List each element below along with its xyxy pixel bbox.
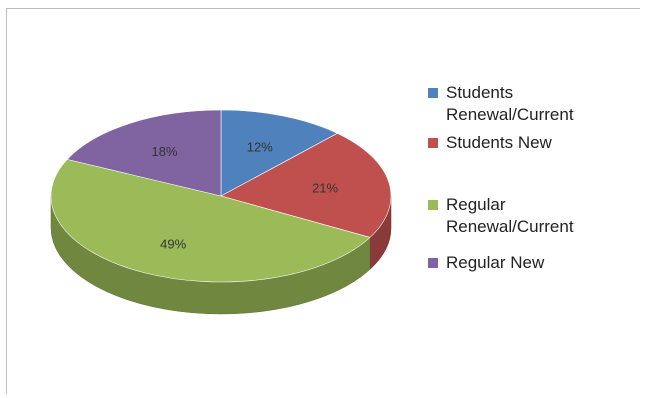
chart-frame: [6, 8, 640, 394]
legend-item-students-renewal: Students Renewal/Current: [428, 82, 642, 132]
pie-slice-3: [66, 109, 222, 197]
pie-slice-0: [220, 109, 339, 197]
legend-label-regular-new: Regular New: [446, 253, 545, 272]
legend-label-students-new: Students New: [446, 133, 552, 152]
legend-swatch-regular-renewal: [428, 200, 438, 210]
legend-item-regular-renewal: Regular Renewal/Current: [428, 194, 642, 252]
pie-label-2: 49%: [160, 237, 186, 252]
pie-slice-1: [220, 132, 392, 238]
legend: Students Renewal/Current Students New Re…: [428, 82, 642, 274]
legend-item-students-new: Students New: [428, 132, 642, 194]
pie-slice-2: [50, 159, 371, 283]
legend-swatch-students-new: [428, 138, 438, 148]
pie-label-0: 12%: [247, 139, 273, 154]
legend-swatch-regular-new: [428, 258, 438, 268]
legend-swatch-students-renewal: [428, 88, 438, 98]
pie-label-1: 21%: [312, 181, 338, 196]
pie-label-3: 18%: [152, 144, 178, 159]
legend-label-regular-renewal: Regular Renewal/Current: [446, 195, 574, 236]
legend-label-students-renewal: Students Renewal/Current: [446, 83, 574, 124]
legend-item-regular-new: Regular New: [428, 252, 642, 274]
